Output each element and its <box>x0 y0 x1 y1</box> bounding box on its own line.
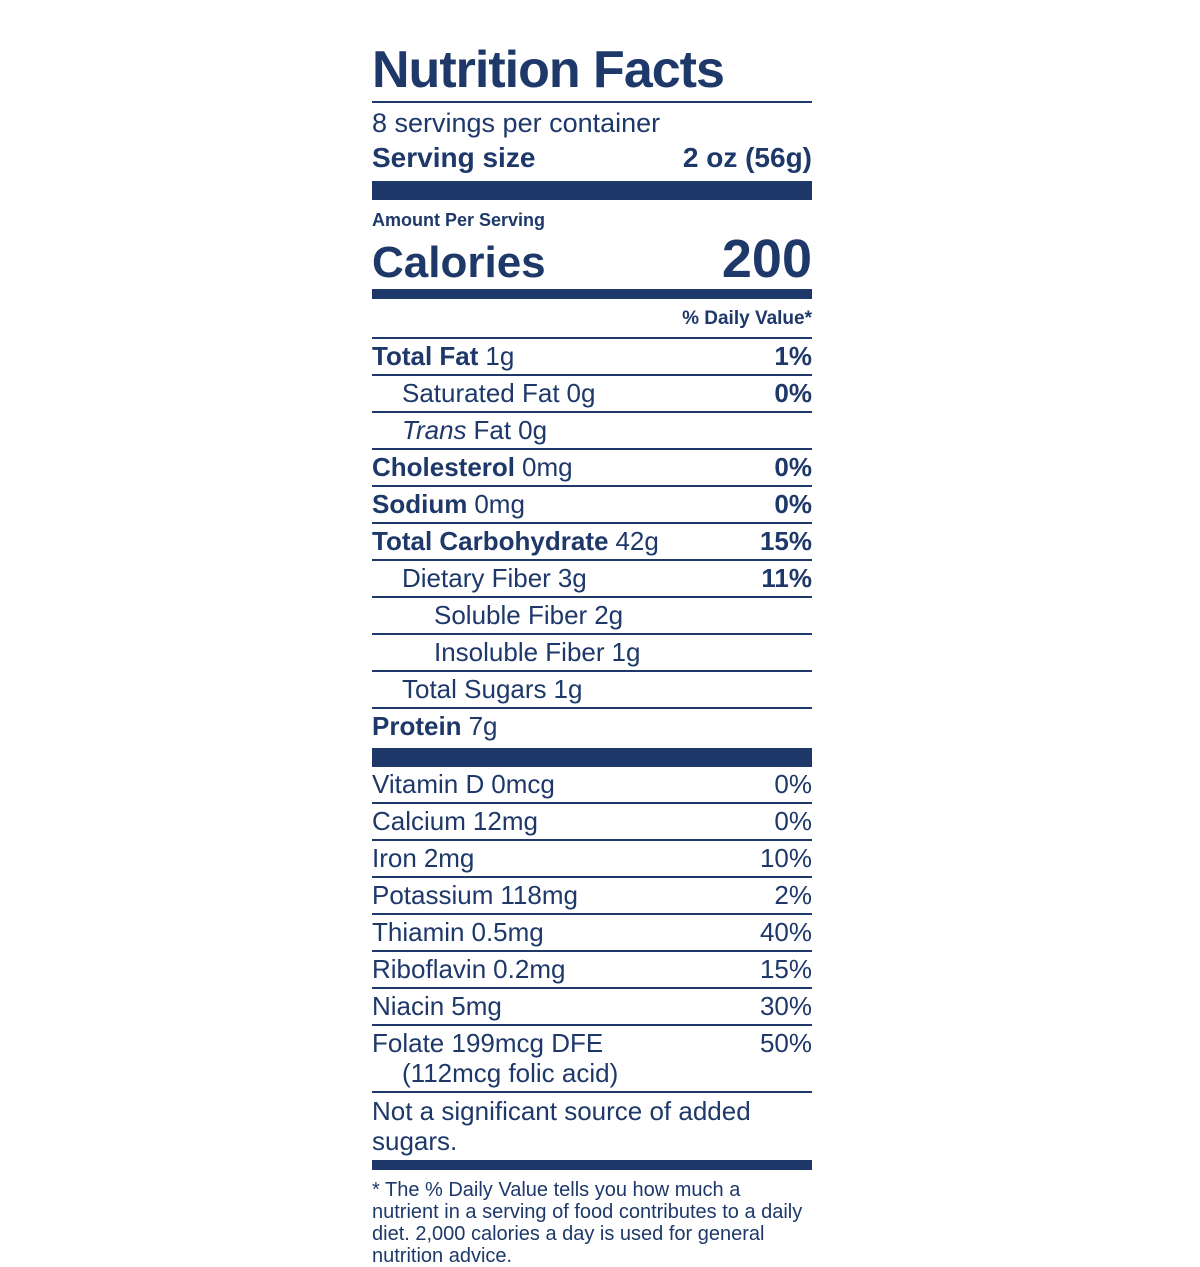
nutrient-row-dietary-fiber: Dietary Fiber 3g 11% <box>372 561 812 599</box>
separator-bar-medium <box>372 289 812 300</box>
nutrient-name: Insoluble Fiber <box>434 637 605 668</box>
nutrient-row-cholesterol: Cholesterol 0mg 0% <box>372 450 812 488</box>
nutrient-row-insoluble-fiber: Insoluble Fiber 1g <box>372 635 812 673</box>
vitamin-name: Potassium <box>372 880 494 911</box>
vitamin-row-niacin: Niacin 5mg 30% <box>372 989 812 1027</box>
vitamin-row-calcium: Calcium 12mg 0% <box>372 804 812 842</box>
calories-row: Calories 200 <box>372 232 812 286</box>
not-significant-text: Not a significant source of added sugars… <box>372 1096 751 1157</box>
nutrient-name: Dietary Fiber <box>402 563 551 594</box>
vitamin-daily-value: 50% <box>759 1028 812 1059</box>
nutrient-amount: 1g <box>553 674 583 705</box>
nutrient-daily-value: 0% <box>774 489 812 520</box>
nutrient-name: Saturated Fat <box>402 378 560 409</box>
nutrient-row-soluble-fiber: Soluble Fiber 2g <box>372 598 812 636</box>
nutrient-name: Total Carbohydrate <box>372 526 609 557</box>
separator-bar-thick <box>372 181 812 200</box>
not-significant-note: Not a significant source of added sugars… <box>372 1093 812 1160</box>
vitamin-name: Thiamin <box>372 917 465 948</box>
nutrient-amount: 0mg <box>522 452 573 483</box>
nutrient-amount: 1g <box>611 637 641 668</box>
vitamin-amount: 2mg <box>423 843 475 874</box>
nutrient-amount: 3g <box>557 563 587 594</box>
vitamin-name: Niacin <box>372 991 445 1022</box>
folate-sub-line: (112mcg folic acid) <box>402 1058 619 1089</box>
serving-size-row: Serving size 2 oz (56g) <box>372 140 812 176</box>
vitamin-amount: 118mg <box>500 880 578 911</box>
nutrient-amount: 1g <box>485 341 515 372</box>
vitamin-daily-value: 0% <box>774 806 812 837</box>
nutrient-daily-value: 0% <box>774 452 812 483</box>
vitamin-amount: 0.5mg <box>471 917 544 948</box>
nutrient-name: Sodium <box>372 489 468 520</box>
nutrient-row-trans-fat: Trans Fat 0g <box>372 413 812 451</box>
nutrient-amount: 0g <box>566 378 596 409</box>
nutrient-amount: 0mg <box>474 489 525 520</box>
daily-value-header: % Daily Value* <box>372 299 812 340</box>
nutrient-amount: 42g <box>615 526 659 557</box>
nutrient-row-sodium: Sodium 0mg 0% <box>372 487 812 525</box>
nutrient-daily-value: 1% <box>774 341 812 372</box>
vitamin-row-potassium: Potassium 118mg 2% <box>372 878 812 916</box>
serving-size-label: Serving size <box>372 142 536 173</box>
vitamin-daily-value: 0% <box>774 769 812 800</box>
nutrient-name: Cholesterol <box>372 452 516 483</box>
vitamin-name: Iron <box>372 843 417 874</box>
nutrient-name: Soluble Fiber <box>434 600 588 631</box>
vitamin-amount: 0.2mg <box>493 954 566 985</box>
vitamin-amount: 5mg <box>451 991 502 1022</box>
vitamin-daily-value: 15% <box>759 954 812 985</box>
nutrient-row-protein: Protein 7g <box>372 709 812 744</box>
separator-bar-bottom <box>372 1160 812 1171</box>
daily-value-footnote: * The % Daily Value tells you how much a… <box>372 1179 803 1267</box>
separator-bar-thick <box>372 748 812 768</box>
nutrition-facts-label: Nutrition Facts 8 servings per container… <box>372 44 812 1267</box>
nutrient-row-total-sugars: Total Sugars 1g <box>372 672 812 710</box>
nutrient-row-total-fat: Total Fat 1g 1% <box>372 339 812 377</box>
nutrient-amount: 2g <box>594 600 624 631</box>
vitamin-name: Vitamin D <box>372 769 485 800</box>
vitamin-amount: 0mcg <box>491 769 555 800</box>
vitamin-amount: 12mg <box>472 806 538 837</box>
nutrient-daily-value: 0% <box>774 378 812 409</box>
vitamin-name: Calcium <box>372 806 466 837</box>
vitamin-row-thiamin: Thiamin 0.5mg 40% <box>372 915 812 953</box>
nutrient-amount: 7g <box>468 711 498 742</box>
vitamin-name: Folate <box>372 1028 445 1059</box>
servings-per-container: 8 servings per container <box>372 108 661 138</box>
vitamin-daily-value: 2% <box>774 880 812 911</box>
vitamin-daily-value: 40% <box>759 917 812 948</box>
folate-name-block: Folate 199mcg DFE (112mcg folic acid) <box>372 1028 618 1088</box>
nutrient-row-saturated-fat: Saturated Fat 0g 0% <box>372 376 812 414</box>
nutrient-amount: 0g <box>518 415 548 446</box>
label-title: Nutrition Facts <box>372 44 812 103</box>
vitamin-daily-value: 10% <box>759 843 812 874</box>
vitamin-row-iron: Iron 2mg 10% <box>372 841 812 879</box>
vitamin-row-vitamin-d: Vitamin D 0mcg 0% <box>372 767 812 805</box>
vitamin-row-folate: Folate 199mcg DFE (112mcg folic acid) 50… <box>372 1026 812 1094</box>
nutrient-name: Protein <box>372 711 462 742</box>
nutrient-row-total-carbohydrate: Total Carbohydrate 42g 15% <box>372 524 812 562</box>
serving-size-value: 2 oz (56g) <box>682 142 812 173</box>
folate-main-line: Folate 199mcg DFE <box>372 1028 618 1058</box>
nutrient-name: Total Fat <box>372 341 479 372</box>
calories-label: Calories <box>372 238 546 287</box>
vitamin-name: Riboflavin <box>372 954 487 985</box>
nutrient-daily-value: 11% <box>761 563 812 594</box>
vitamin-amount: 199mcg DFE <box>451 1028 604 1059</box>
nutrient-name-italic: Trans <box>402 415 467 446</box>
nutrient-name: Total Sugars <box>402 674 547 705</box>
vitamin-row-riboflavin: Riboflavin 0.2mg 15% <box>372 952 812 990</box>
vitamin-daily-value: 30% <box>759 991 812 1022</box>
nutrient-name: Fat <box>473 415 512 446</box>
amount-per-serving-label: Amount Per Serving <box>372 210 546 230</box>
calories-value: 200 <box>721 229 812 289</box>
nutrient-daily-value: 15% <box>759 526 812 557</box>
